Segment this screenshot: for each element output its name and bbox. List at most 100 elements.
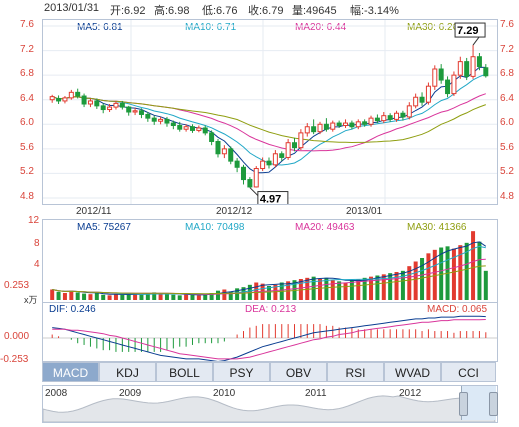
quote-high: 高:6.98 bbox=[154, 5, 190, 17]
tab-psy[interactable]: PSY bbox=[213, 362, 270, 382]
price-y-tick-left: 7.6 bbox=[20, 19, 34, 30]
candle-body bbox=[234, 160, 240, 168]
candle-body bbox=[476, 56, 482, 68]
candle-body bbox=[419, 96, 425, 103]
volume-bar bbox=[369, 276, 374, 300]
candle-body bbox=[158, 118, 164, 122]
volume-bar bbox=[349, 280, 354, 300]
candle-body bbox=[445, 79, 451, 95]
volume-bar bbox=[196, 295, 201, 300]
candle-body bbox=[387, 115, 393, 120]
candle-body bbox=[209, 132, 215, 142]
candle-body bbox=[215, 140, 221, 155]
candle-body bbox=[119, 102, 125, 108]
volume-bar bbox=[126, 293, 131, 300]
price-y-tick-right: 7.6 bbox=[500, 19, 514, 30]
candle-body bbox=[368, 117, 374, 125]
candle-body bbox=[355, 121, 361, 128]
high-marker: 7.29 bbox=[454, 22, 486, 46]
candle-body bbox=[394, 112, 400, 120]
price-y-tick-right: 7.2 bbox=[500, 43, 514, 55]
navigator-left-handle[interactable] bbox=[459, 392, 468, 416]
candlestick-chart: 7.29 4.97 bbox=[43, 20, 497, 204]
price-y-tick-left: 5.6 bbox=[20, 141, 34, 153]
quote-date: 2013/01/31 bbox=[44, 2, 100, 14]
volume-ma-line bbox=[52, 245, 486, 295]
volume-bar bbox=[203, 294, 208, 300]
volume-bar bbox=[400, 270, 405, 300]
volume-bar bbox=[222, 289, 227, 300]
tab-boll[interactable]: BOLL bbox=[156, 362, 213, 382]
tab-macd[interactable]: MACD bbox=[42, 362, 99, 382]
candle-body bbox=[49, 96, 55, 101]
volume-bar bbox=[451, 248, 456, 300]
candle-body bbox=[304, 126, 310, 134]
volume-bar bbox=[324, 277, 329, 300]
tab-obv[interactable]: OBV bbox=[270, 362, 327, 382]
nav-year-label: 2009 bbox=[119, 388, 142, 399]
volume-bar bbox=[439, 247, 444, 300]
quote-open: 开:6.92 bbox=[110, 5, 146, 17]
vol-ma10-label: MA10: 70498 bbox=[185, 222, 245, 233]
price-y-tick-left: 7.2 bbox=[20, 43, 34, 55]
candle-body bbox=[298, 132, 304, 149]
candle-body bbox=[483, 67, 489, 77]
candle-body bbox=[285, 142, 291, 158]
tab-kdj[interactable]: KDJ bbox=[99, 362, 156, 382]
volume-bar bbox=[388, 273, 393, 300]
volume-bar bbox=[254, 282, 259, 300]
volume-panel: MA5: 75267 MA10: 70498 MA20: 49463 MA30:… bbox=[42, 219, 498, 303]
volume-bar bbox=[477, 241, 482, 300]
price-y-tick-right: 6.8 bbox=[500, 68, 514, 80]
candle-body bbox=[81, 95, 87, 105]
candle-body bbox=[260, 160, 266, 170]
candle-body bbox=[317, 123, 323, 133]
candle-body bbox=[138, 110, 144, 115]
price-y-tick-right: 6.4 bbox=[500, 92, 514, 104]
volume-bar bbox=[75, 292, 80, 300]
candle-body bbox=[457, 61, 463, 76]
candle-body bbox=[68, 91, 74, 99]
tab-wvad[interactable]: WVAD bbox=[384, 362, 441, 382]
macd-label: MACD: 0.065 bbox=[427, 304, 488, 315]
volume-bar bbox=[330, 280, 335, 300]
candle-body bbox=[438, 68, 444, 81]
volume-bar bbox=[273, 284, 278, 300]
nav-year-label: 2010 bbox=[213, 388, 236, 399]
volume-bar bbox=[420, 258, 425, 300]
candle-body bbox=[336, 122, 342, 127]
tab-rsi[interactable]: RSI bbox=[327, 362, 384, 382]
candle-body bbox=[56, 97, 62, 102]
candle-body bbox=[126, 106, 132, 113]
volume-bar bbox=[432, 249, 437, 300]
nav-year-label: 2008 bbox=[45, 388, 68, 399]
volume-bar bbox=[235, 288, 240, 300]
low-marker: 4.97 bbox=[249, 187, 289, 204]
candle-body bbox=[432, 68, 438, 87]
volume-bar bbox=[209, 293, 214, 300]
volume-bar bbox=[164, 294, 169, 300]
candle-body bbox=[151, 117, 157, 122]
volume-bar bbox=[113, 294, 118, 300]
candle-body bbox=[177, 125, 183, 130]
volume-bar bbox=[464, 242, 469, 300]
volume-ma-line bbox=[52, 265, 486, 295]
indicator-tabs: MACD KDJ BOLL PSY OBV RSI WVAD CCI bbox=[42, 362, 496, 383]
volume-bar bbox=[171, 294, 176, 300]
volume-bar bbox=[158, 293, 163, 300]
candle-body bbox=[330, 122, 336, 130]
tab-cci[interactable]: CCI bbox=[441, 362, 496, 382]
candle-body bbox=[132, 110, 138, 113]
candle-body bbox=[311, 126, 317, 133]
volume-bar bbox=[62, 293, 67, 300]
candle-body bbox=[100, 105, 106, 111]
price-y-tick-right: 4.8 bbox=[500, 191, 514, 202]
volume-bar bbox=[337, 281, 342, 300]
price-y-tick-left: 6.8 bbox=[20, 68, 34, 80]
navigator-right-handle[interactable] bbox=[489, 392, 498, 416]
candle-body bbox=[413, 96, 419, 107]
time-navigator[interactable]: 2008 2009 2010 2011 2012 bbox=[42, 385, 498, 423]
price-y-tick-left: 6.0 bbox=[20, 117, 34, 129]
price-y-tick-left: 4.8 bbox=[20, 191, 34, 202]
dea-label: DEA: 0.213 bbox=[245, 304, 297, 315]
